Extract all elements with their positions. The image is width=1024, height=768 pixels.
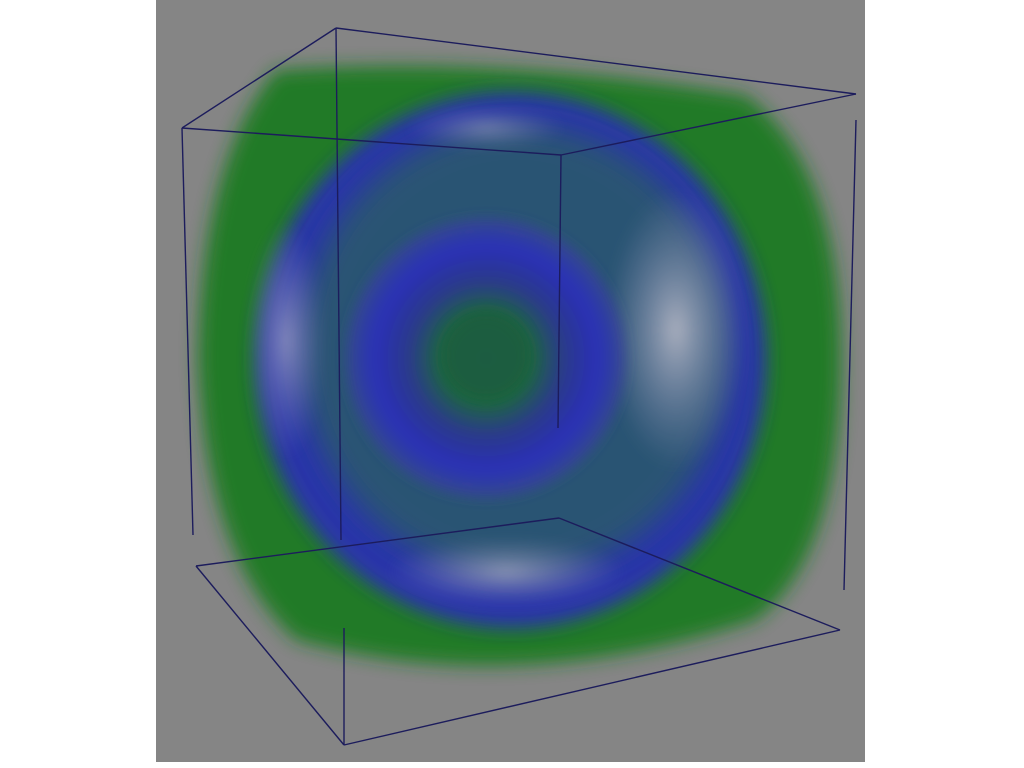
render-viewport[interactable] — [156, 0, 865, 762]
highlight-bottom — [386, 537, 626, 607]
volume-render-canvas[interactable] — [156, 0, 865, 762]
highlight-top — [406, 106, 566, 150]
highlight-left — [246, 220, 326, 460]
bounding-box-wireframe — [181, 27, 857, 746]
core — [441, 310, 531, 400]
highlight-right — [606, 190, 746, 470]
